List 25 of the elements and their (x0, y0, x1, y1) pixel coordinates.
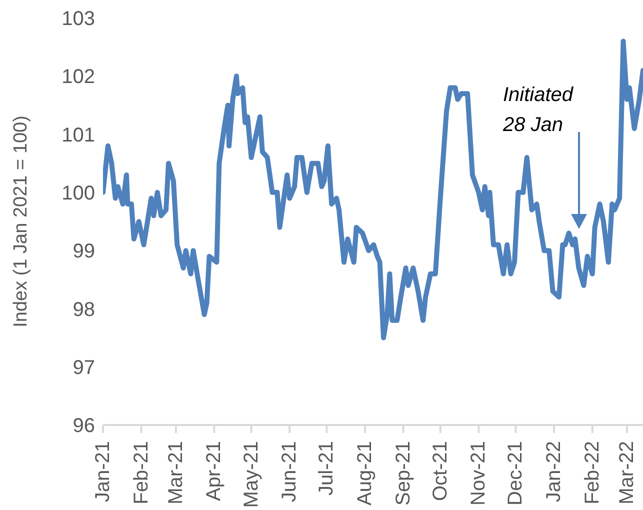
x-tick-label: May-21 (240, 441, 262, 508)
x-tick-label: Jun-21 (278, 441, 301, 502)
y-tick-label: 101 (62, 124, 95, 146)
y-axis-title: Index (1 Jan 2021 = 100) (10, 116, 32, 328)
y-tick-label: 103 (62, 8, 95, 30)
x-tick-label: Jan-21 (92, 441, 114, 502)
x-tick-label: Nov-21 (468, 441, 490, 506)
x-tick-label: Feb-22 (581, 441, 604, 504)
y-tick-label: 100 (62, 182, 95, 205)
x-tick-label: Jan-22 (543, 441, 566, 502)
x-tick-label: Mar-21 (164, 441, 187, 504)
x-tick-label: Feb-21 (130, 441, 152, 504)
x-tick-label: Dec-21 (504, 441, 527, 506)
annotation: Initiated 28 Jan (503, 83, 574, 138)
y-tick-label: 98 (72, 298, 95, 321)
x-tick-label: Aug-21 (354, 441, 376, 506)
y-tick-label: 102 (62, 66, 95, 88)
y-tick-label: 97 (72, 356, 95, 379)
x-tick-label: Mar-22 (616, 441, 638, 504)
x-tick-label: Apr-21 (203, 441, 226, 502)
x-tick-label: Oct-21 (429, 441, 452, 502)
x-tick-label: Sep-21 (392, 441, 414, 506)
y-tick-label: 96 (72, 415, 95, 438)
y-tick-label: 99 (72, 240, 95, 263)
x-tick-label: Jul-21 (316, 441, 338, 496)
